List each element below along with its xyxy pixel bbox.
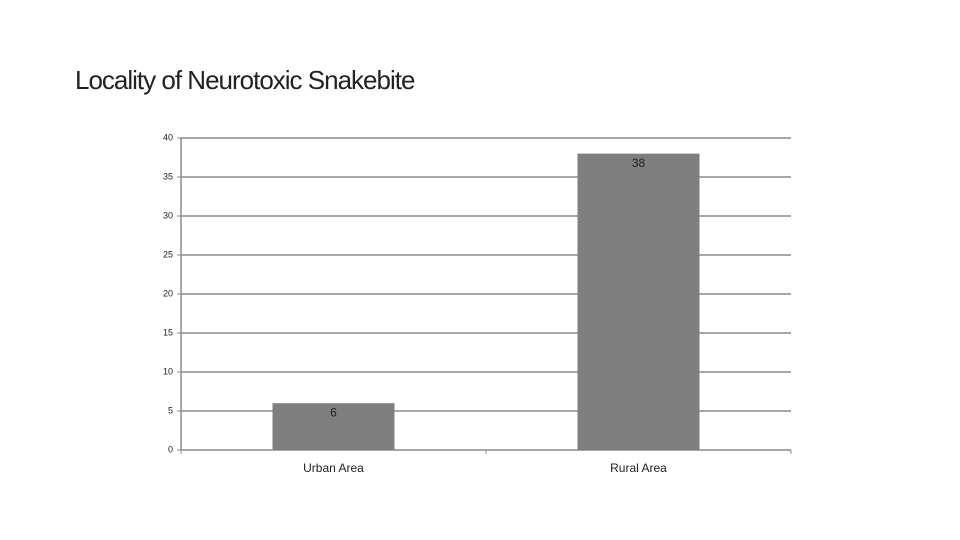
y-tick-label: 40 <box>163 132 173 142</box>
y-tick-label: 30 <box>163 210 173 220</box>
y-tick-label: 25 <box>163 249 173 259</box>
y-tick-label: 0 <box>168 444 173 454</box>
data-label: 6 <box>330 405 337 419</box>
x-tick-label: Rural Area <box>610 461 667 475</box>
bar <box>577 153 700 450</box>
y-tick-label: 15 <box>163 327 173 337</box>
y-tick-label: 10 <box>163 366 173 376</box>
bar <box>272 403 395 450</box>
data-label: 38 <box>632 156 646 170</box>
y-tick-label: 35 <box>163 171 173 181</box>
y-tick-label: 5 <box>168 405 173 415</box>
chart-title: Locality of Neurotoxic Snakebite <box>75 65 415 95</box>
y-tick-label: 20 <box>163 288 173 298</box>
x-tick-label: Urban Area <box>303 461 364 475</box>
